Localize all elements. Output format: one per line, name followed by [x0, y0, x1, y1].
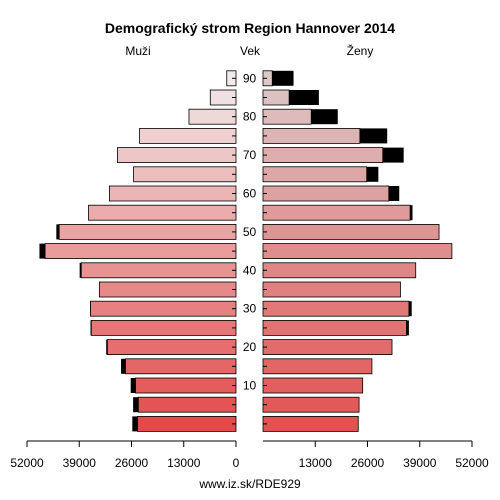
female-excess-bar-75-79 — [359, 128, 388, 144]
male-excess-bar-0-4 — [132, 416, 138, 432]
age-axis-label: Vek — [240, 44, 261, 58]
female-bar-80-84 — [262, 108, 312, 125]
female-bars — [262, 70, 453, 432]
x-tick-label: 52000 — [455, 456, 489, 470]
age-tick-label: 10 — [243, 379, 257, 393]
female-excess-bar-65-69 — [366, 166, 379, 182]
male-bar-45-49 — [44, 243, 237, 260]
female-bar-5-9 — [262, 396, 360, 413]
female-bar-35-39 — [262, 281, 401, 298]
footer-url: www.iz.sk/RDE929 — [198, 477, 301, 491]
female-label: Ženy — [347, 43, 374, 58]
axes: 10 20 30 40 50 60 70 80 90 52000 39000 26000 13000 0 1… — [10, 71, 489, 470]
male-bar-5-9 — [137, 396, 237, 413]
female-bar-15-19 — [262, 358, 373, 375]
x-tick-label: 13000 — [299, 456, 333, 470]
female-bar-20-24 — [262, 339, 393, 356]
female-bar-50-54 — [262, 223, 440, 240]
x-tick-label: 39000 — [63, 456, 97, 470]
age-tick-label: 70 — [243, 148, 257, 162]
male-bar-70-74 — [117, 147, 237, 164]
chart-title: Demografický strom Region Hannover 2014 — [105, 20, 395, 36]
female-excess-bar-90+ — [272, 70, 294, 86]
male-bars — [39, 70, 237, 432]
male-bar-50-54 — [58, 223, 237, 240]
male-bar-30-34 — [90, 300, 237, 317]
female-excess-bar-25-29 — [406, 320, 409, 336]
male-bar-15-19 — [125, 358, 237, 375]
male-label: Muži — [125, 44, 150, 58]
female-excess-bar-70-74 — [382, 147, 404, 163]
age-tick-label: 20 — [243, 340, 257, 354]
female-bar-25-29 — [262, 319, 407, 336]
female-bar-45-49 — [262, 243, 453, 260]
age-tick-label: 40 — [243, 263, 257, 277]
male-bar-65-69 — [133, 166, 237, 183]
female-bar-10-14 — [262, 377, 364, 394]
age-tick-label: 30 — [243, 302, 257, 316]
female-bar-70-74 — [262, 147, 384, 164]
female-bar-30-34 — [262, 300, 410, 317]
male-excess-bar-25-29 — [90, 320, 92, 336]
x-tick-label: 39000 — [403, 456, 437, 470]
x-tick-label: 26000 — [351, 456, 385, 470]
male-bar-75-79 — [139, 127, 237, 144]
male-excess-bar-15-19 — [121, 358, 126, 374]
male-bar-20-24 — [106, 339, 237, 356]
male-bar-80-84 — [188, 108, 237, 125]
female-excess-bar-60-64 — [388, 186, 400, 201]
male-bar-55-59 — [88, 204, 237, 221]
x-tick-label: 52000 — [10, 456, 44, 470]
male-bar-25-29 — [90, 319, 237, 336]
x-tick-label: 13000 — [167, 456, 201, 470]
male-excess-bar-10-14 — [130, 378, 136, 393]
male-bar-40-44 — [80, 262, 237, 279]
male-bar-0-4 — [137, 415, 237, 432]
female-bar-65-69 — [262, 166, 368, 183]
male-bar-10-14 — [135, 377, 237, 394]
male-excess-bar-45-49 — [39, 243, 46, 259]
male-bar-35-39 — [98, 281, 237, 298]
age-tick-label: 60 — [243, 187, 257, 201]
x-tick-label: 26000 — [115, 456, 149, 470]
male-excess-bar-20-24 — [106, 339, 108, 355]
female-bar-75-79 — [262, 127, 361, 144]
female-bar-60-64 — [262, 185, 390, 202]
female-excess-bar-30-34 — [408, 301, 412, 317]
female-excess-bar-80-84 — [311, 109, 338, 125]
female-bar-0-4 — [262, 415, 359, 432]
age-tick-label: 90 — [243, 71, 257, 85]
male-excess-bar-40-44 — [79, 262, 82, 278]
age-tick-label: 50 — [243, 225, 257, 239]
female-excess-bar-55-59 — [410, 205, 413, 221]
male-bar-60-64 — [108, 185, 237, 202]
male-excess-bar-5-9 — [133, 397, 139, 413]
x-tick-label: 0 — [233, 456, 240, 470]
male-excess-bar-50-54 — [56, 224, 60, 240]
age-tick-label: 80 — [243, 110, 257, 124]
female-bar-55-59 — [262, 204, 411, 221]
female-bar-40-44 — [262, 262, 417, 279]
female-excess-bar-85-89 — [289, 90, 319, 105]
